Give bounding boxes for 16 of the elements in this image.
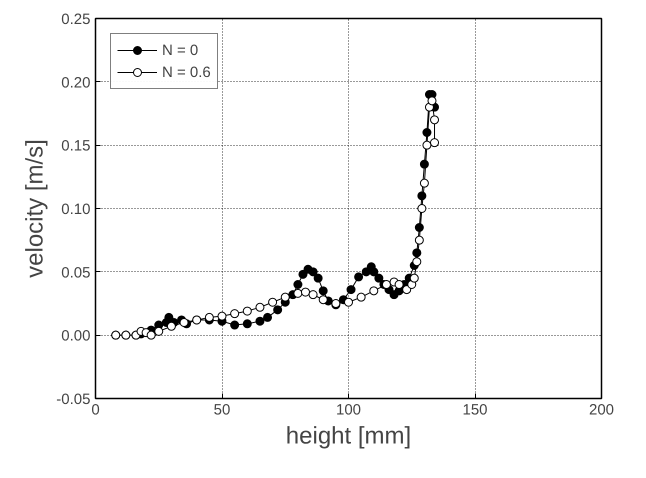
y-tick-label: 0.15 xyxy=(61,138,91,155)
y-tick-label: 0.25 xyxy=(61,11,91,28)
y-tick-label: -0.05 xyxy=(56,391,91,408)
x-tick-label: 100 xyxy=(336,402,362,418)
x-tick-label: 50 xyxy=(214,402,230,418)
y-tick-label: 0.05 xyxy=(61,264,91,282)
x-tick-label: 200 xyxy=(588,402,614,418)
x-tick-label: 150 xyxy=(462,402,488,418)
y-tick-label: 0.10 xyxy=(61,201,91,218)
x-axis-title: height [mm] xyxy=(286,422,412,450)
y-tick-label: 0.00 xyxy=(61,328,91,345)
legend-label: N = 0 xyxy=(162,42,198,58)
y-tick-label: 0.20 xyxy=(61,74,91,92)
x-tick-label: 0 xyxy=(91,402,100,418)
y-axis-title: velocity [m/s] xyxy=(21,139,48,278)
legend-label: N = 0.6 xyxy=(162,64,211,80)
